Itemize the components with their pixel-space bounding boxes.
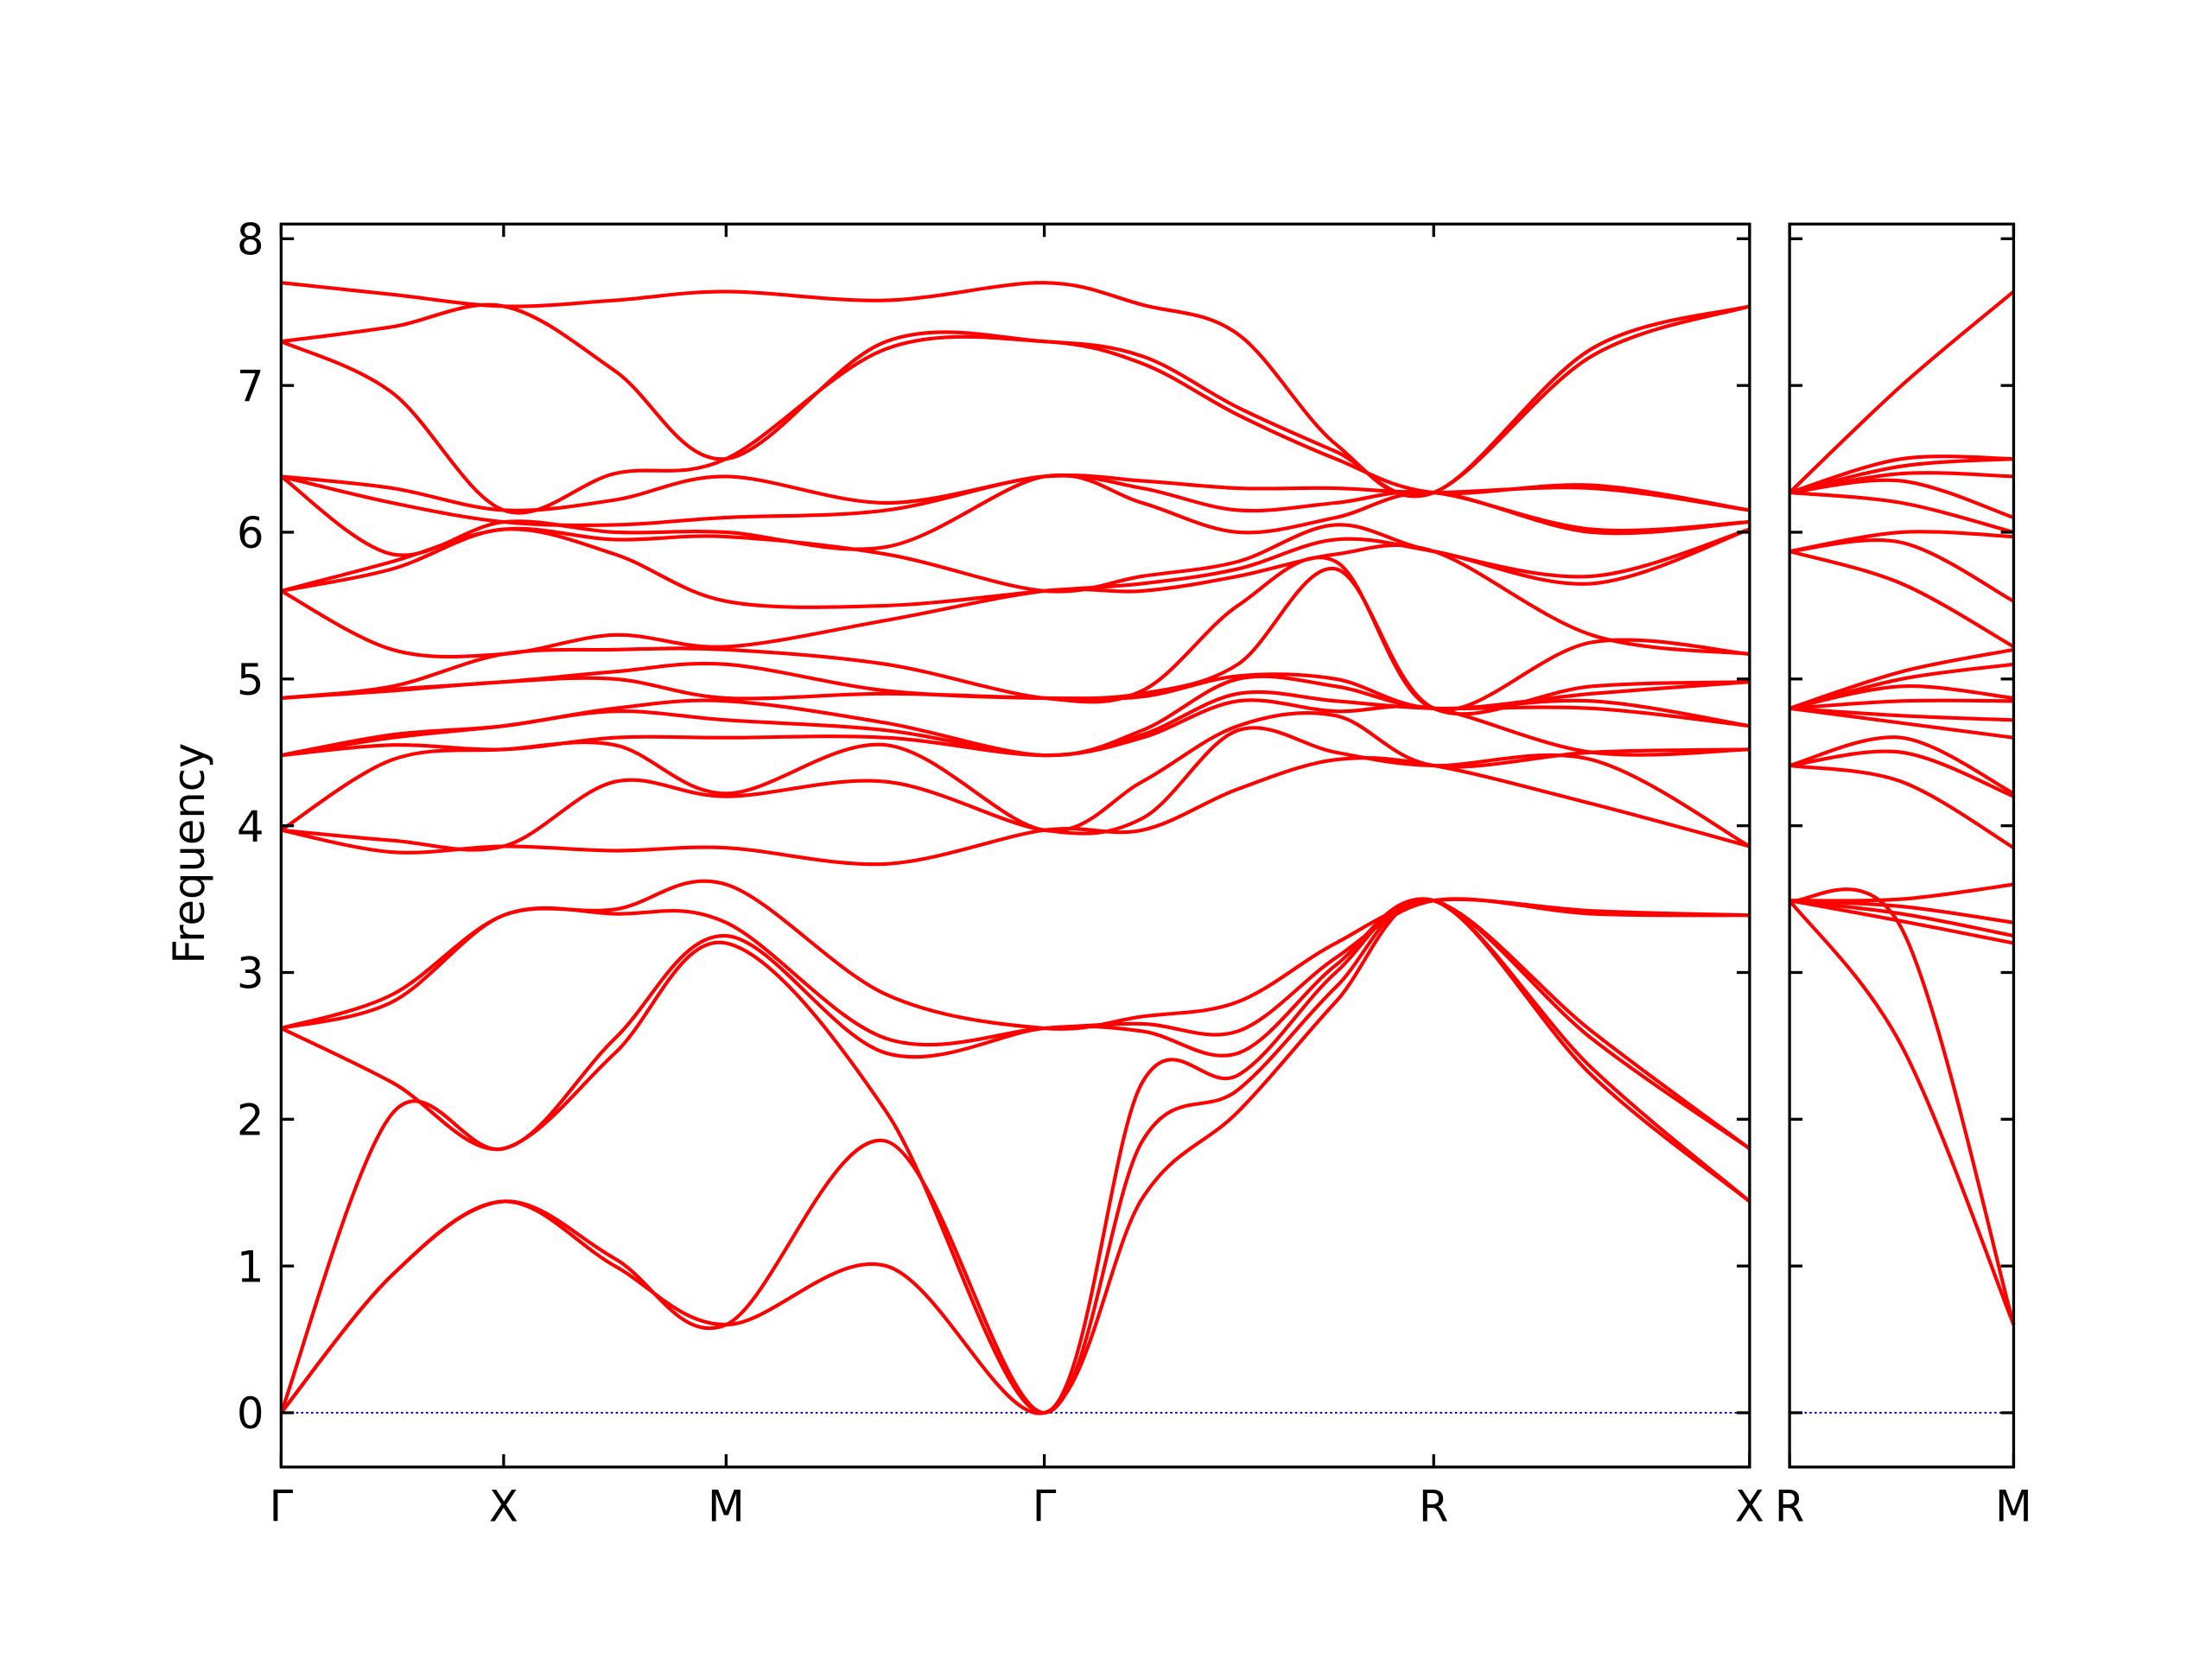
band-line [1789,530,2014,554]
x-tick-label: Γ [1033,1482,1057,1532]
band-line [280,474,1750,533]
band-line [1789,550,2015,649]
y-tick-label: 2 [237,1096,264,1146]
x-tick-label: R [1419,1482,1448,1532]
band-line [1789,763,2015,849]
band-line [281,474,1751,512]
y-axis-label: Frequency [164,743,214,964]
band-line [281,302,1751,499]
band-line [280,879,1750,1031]
x-tick-label: M [1995,1482,2032,1532]
x-tick-label: R [1775,1482,1804,1532]
band-line [1789,698,2014,710]
y-tick-label: 6 [237,508,264,558]
y-tick-label: 7 [237,361,264,411]
band-line [1789,887,2016,1325]
band-line [1789,454,2014,495]
band-line [1789,706,2014,740]
y-tick-label: 1 [237,1242,264,1292]
band-line [1789,882,2014,903]
y-tick-label: 0 [237,1389,264,1439]
band-line [1789,647,2014,710]
band-line [1788,289,2015,494]
band-line [280,523,1751,594]
band-line [1789,706,2014,722]
y-tick-label: 4 [237,802,264,852]
plot-frame [279,222,1751,1469]
y-tick-label: 3 [237,949,264,999]
band-line [281,556,1751,712]
plot-frame [1788,222,2016,1469]
band-line [1788,899,2016,1325]
band-line [280,543,1751,659]
band-line [1789,456,2014,495]
band-line [1789,735,2015,796]
y-tick-label: 8 [237,214,264,264]
band-line [1789,491,2014,534]
band-line [280,674,1751,758]
band-line [280,711,1750,833]
x-tick-label: X [489,1482,518,1532]
x-tick-label: Γ [270,1482,294,1532]
band-line [1789,749,2015,798]
band-line [1789,899,2014,945]
band-line [280,527,1751,609]
band-line [281,281,1751,499]
band-line [1789,538,2015,603]
y-tick-label: 5 [237,655,264,705]
x-tick-label: X [1735,1482,1764,1532]
x-tick-label: M [708,1482,745,1532]
